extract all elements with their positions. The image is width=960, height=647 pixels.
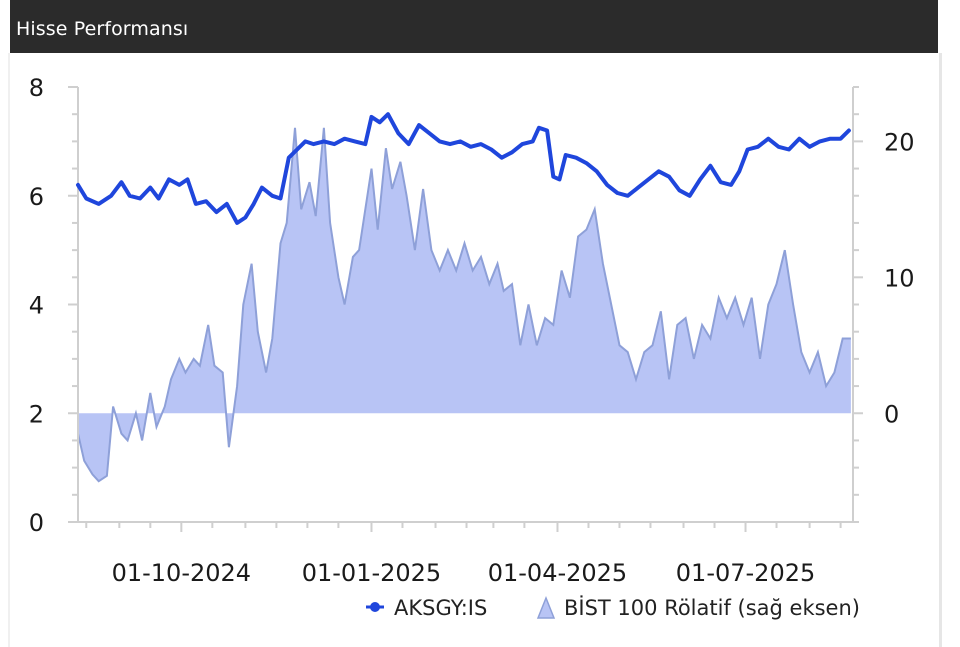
legend-item-relative[interactable]: BİST 100 Rölatif (sağ eksen) xyxy=(536,595,860,620)
left-tick-label: 8 xyxy=(29,74,44,102)
left-tick-label: 4 xyxy=(29,292,44,320)
left-tick-label: 2 xyxy=(29,400,44,428)
relative-area-fill xyxy=(78,127,851,482)
area-layer xyxy=(77,127,851,483)
x-tick-label: 01-04-2025 xyxy=(488,559,627,587)
right-tick-label: 0 xyxy=(884,400,899,428)
panel-border-right xyxy=(939,53,942,647)
line-layer xyxy=(76,112,851,225)
legend[interactable]: AKSGY:IS BİST 100 Rölatif (sağ eksen) xyxy=(366,595,860,620)
panel-header: Hisse Performansı xyxy=(10,0,938,53)
panel-border-left xyxy=(8,53,10,647)
relative-area-outline xyxy=(77,127,851,483)
right-tick-label: 10 xyxy=(884,264,915,292)
x-tick-label: 01-10-2024 xyxy=(112,559,251,587)
right-tick-label: 20 xyxy=(884,128,915,156)
panel-title: Hisse Performansı xyxy=(16,17,189,40)
x-tick-label: 01-01-2025 xyxy=(302,559,441,587)
legend-area-icon xyxy=(536,595,556,619)
legend-label-relative: BİST 100 Rölatif (sağ eksen) xyxy=(564,595,860,620)
legend-label-price: AKSGY:IS xyxy=(394,596,487,620)
legend-item-price[interactable]: AKSGY:IS xyxy=(366,596,487,620)
axes-layer: 0 2 4 6 8 0 10 20 01-10-2024 01-01-2025 01-04-2025… xyxy=(29,74,915,587)
left-tick-label: 0 xyxy=(29,509,44,537)
left-tick-label: 6 xyxy=(29,183,44,211)
price-line xyxy=(76,112,851,225)
x-tick-label: 01-07-2025 xyxy=(676,559,815,587)
legend-dot-icon xyxy=(370,602,380,612)
